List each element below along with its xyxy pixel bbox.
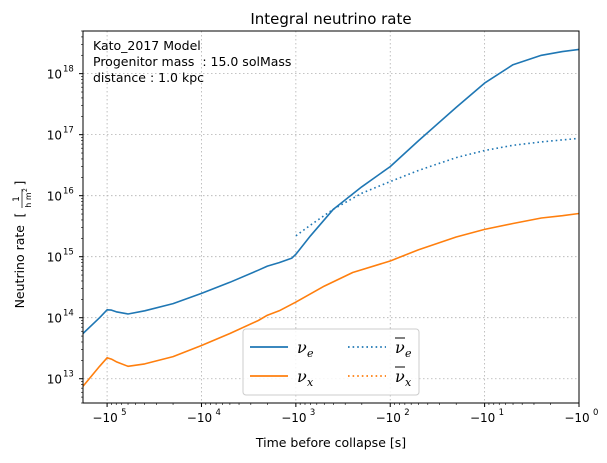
legend-label-symbol: ν	[297, 338, 307, 357]
x-tick-label-exponent: 0	[593, 408, 598, 418]
legend-label-subscript: e	[405, 347, 412, 360]
y-tick-label-exponent: 18	[63, 65, 74, 75]
x-tick-label-exponent: 2	[404, 408, 409, 418]
series-line-1	[83, 48, 579, 335]
annotation-progenitor-mass: Progenitor mass : 15.0 solMass	[93, 54, 291, 69]
y-tick-label-base: 10	[47, 312, 62, 326]
x-tick-label-exponent: 5	[121, 408, 126, 418]
y-tick-label-exponent: 15	[63, 248, 74, 258]
chart-title: Integral neutrino rate	[250, 10, 411, 28]
legend-label-symbol: ν	[395, 338, 405, 357]
legend-box	[242, 328, 420, 396]
y-axis-label-text: Neutrino rate	[12, 225, 27, 309]
y-tick-label: 10 18	[47, 65, 74, 82]
legend-label-subscript: x	[307, 376, 314, 389]
y-tick-label: 10 16	[47, 187, 74, 204]
x-tick-label: −10 5	[92, 408, 126, 425]
x-tick-label: −10 2	[376, 408, 410, 425]
y-axis-label-close-bracket: ]	[12, 181, 27, 186]
y-tick-label-exponent: 13	[63, 370, 74, 380]
grid-lines	[83, 31, 580, 403]
x-tick-label-base: −10	[92, 411, 117, 425]
x-tick-label-exponent: 1	[499, 408, 504, 418]
x-tick-label: −10 1	[470, 408, 504, 425]
x-tick-label-exponent: 4	[215, 408, 220, 418]
x-tick-label-base: −10	[376, 411, 401, 425]
y-tick-label-base: 10	[47, 251, 62, 265]
x-tick-label-base: −10	[187, 411, 212, 425]
legend-label-subscript: x	[405, 376, 412, 389]
y-tick-label-base: 10	[47, 373, 62, 387]
y-axis-label: Neutrino rate [ 1 h m 2 ]	[12, 181, 33, 309]
legend-label-symbol: ν	[395, 367, 405, 386]
annotation-model: Kato_2017 Model	[93, 38, 201, 53]
x-tick-label: −10 0	[564, 408, 598, 425]
annotation-distance: distance : 1.0 kpc	[93, 70, 204, 85]
y-tick-label-base: 10	[47, 68, 62, 82]
legend: ν eν xν eν x	[242, 328, 420, 396]
y-axis-label-unit-denominator: h m	[24, 192, 33, 208]
annotation-block: Kato_2017 Model Progenitor mass : 15.0 s…	[93, 38, 291, 85]
x-tick-label-exponent: 3	[310, 408, 315, 418]
plot-frame	[82, 30, 580, 404]
y-tick-label-base: 10	[47, 129, 62, 143]
legend-label-symbol: ν	[297, 367, 307, 386]
series-line-3	[295, 137, 579, 237]
y-tick-label: 10 14	[47, 309, 74, 326]
series-lines	[83, 48, 579, 387]
x-tick-label-base: −10	[281, 411, 306, 425]
y-tick-label: 10 15	[47, 248, 74, 265]
legend-label-subscript: e	[307, 347, 314, 360]
y-axis-label-unit-numerator: 1	[12, 196, 22, 202]
series-line-2	[83, 212, 579, 387]
y-tick-label: 10 13	[47, 370, 74, 387]
y-tick-label-exponent: 16	[63, 187, 74, 197]
y-tick-label-base: 10	[47, 190, 62, 204]
y-tick-label: 10 17	[47, 126, 74, 143]
x-tick-label-base: −10	[470, 411, 495, 425]
y-tick-label-exponent: 17	[63, 126, 74, 136]
x-tick-label-base: −10	[564, 411, 589, 425]
x-axis-label: Time before collapse [s]	[255, 435, 406, 450]
y-axis-label-open-bracket: [	[12, 213, 27, 218]
x-tick-label: −10 3	[281, 408, 315, 425]
y-axis-label-unit-exponent: 2	[22, 188, 29, 192]
y-tick-label-exponent: 14	[63, 309, 74, 319]
x-tick-label: −10 4	[187, 408, 221, 425]
